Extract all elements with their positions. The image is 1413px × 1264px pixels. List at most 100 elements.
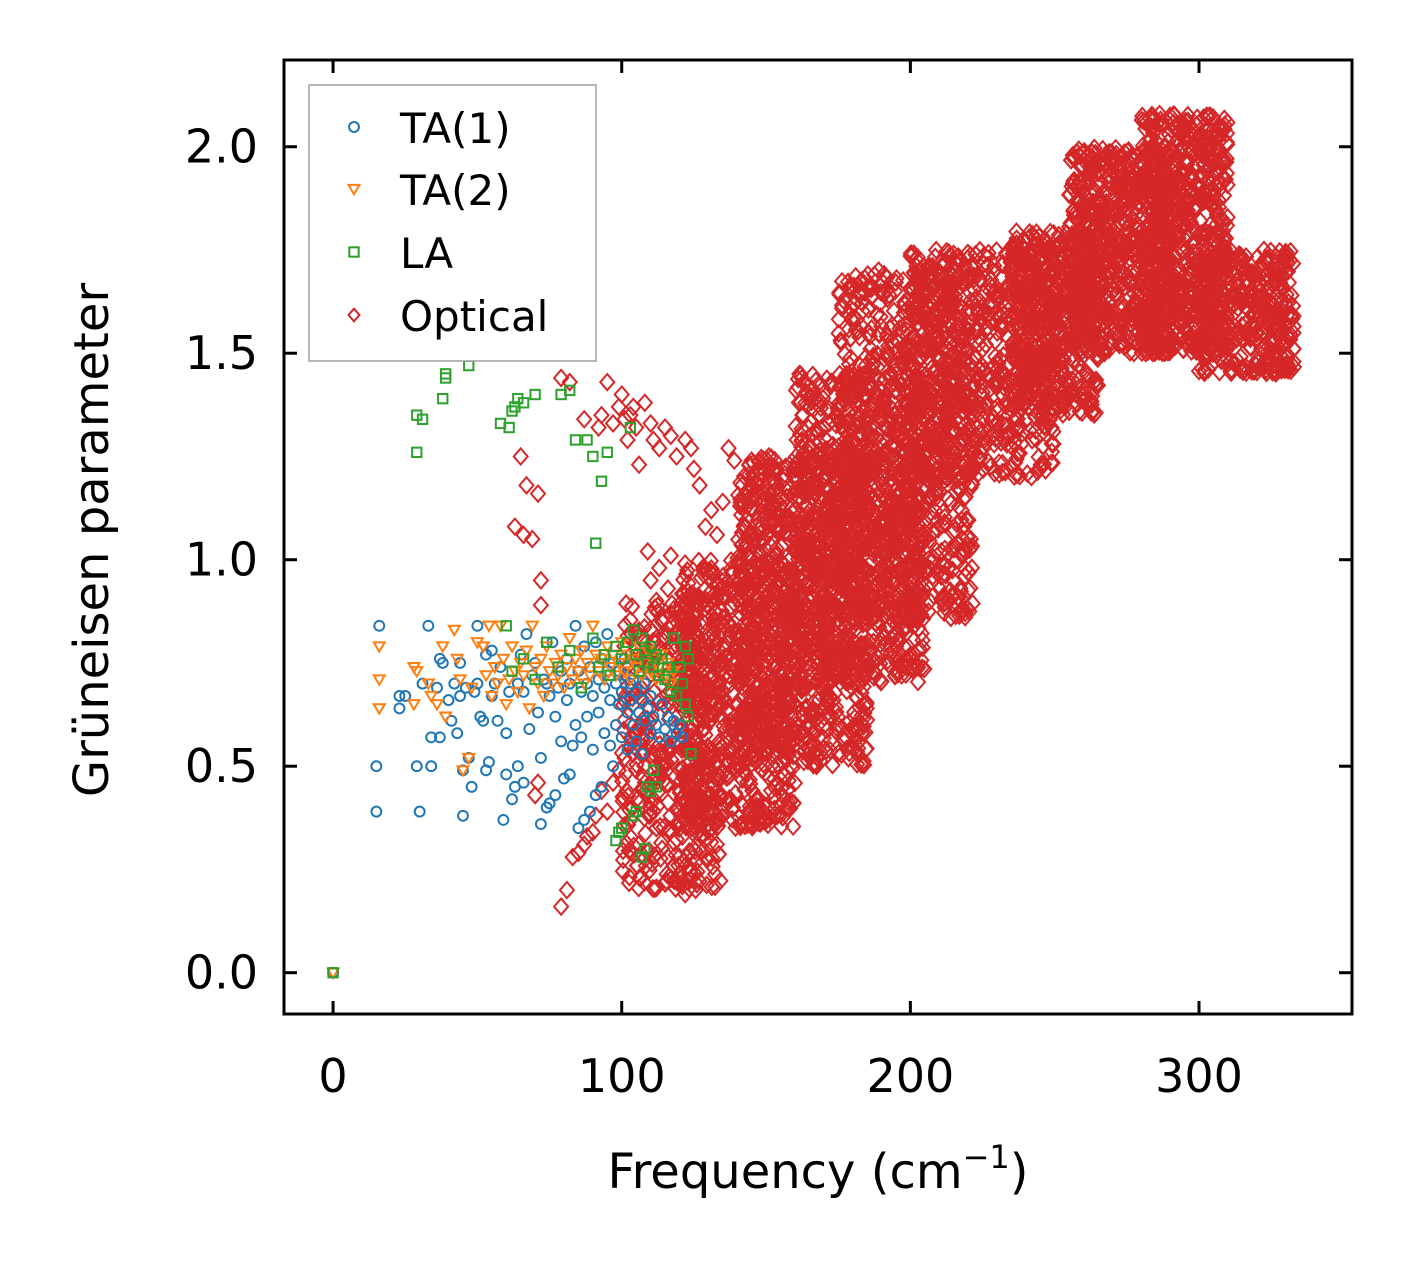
data-point (750, 542, 768, 562)
data-point (766, 778, 784, 798)
data-point (645, 744, 662, 764)
data-point (741, 770, 758, 790)
data-point (730, 578, 748, 598)
data-point (825, 621, 843, 641)
data-point (746, 803, 764, 823)
data-point (811, 441, 829, 461)
data-point (804, 708, 822, 728)
data-point (616, 615, 634, 635)
data-point (872, 672, 890, 692)
data-point (750, 571, 767, 591)
data-point (715, 716, 732, 736)
data-point (679, 686, 697, 706)
data-point (689, 689, 707, 709)
data-point (908, 657, 925, 677)
data-point (777, 677, 795, 698)
data-point (778, 797, 795, 817)
data-point (658, 753, 676, 773)
data-point (825, 604, 843, 624)
data-point (791, 579, 809, 599)
data-point (751, 650, 768, 670)
data-point (893, 665, 910, 685)
data-point (841, 599, 859, 619)
data-point (742, 686, 759, 706)
data-point (784, 816, 802, 837)
data-point (779, 762, 797, 782)
data-point (793, 516, 810, 536)
data-point (782, 791, 799, 811)
data-point (781, 798, 799, 818)
data-point (753, 737, 770, 757)
data-point (807, 454, 824, 474)
data-point (781, 692, 799, 712)
data-point (763, 448, 780, 468)
data-point (709, 810, 727, 830)
data-point (805, 385, 822, 406)
data-point (750, 608, 768, 629)
data-point (814, 388, 832, 408)
data-point (686, 810, 704, 830)
data-point (804, 703, 821, 723)
data-point (763, 568, 780, 589)
data-point (719, 634, 736, 654)
data-point (761, 465, 778, 485)
data-point (786, 773, 804, 793)
data-point (720, 724, 738, 744)
data-point (749, 573, 767, 593)
data-point (716, 607, 734, 628)
data-point (736, 585, 754, 605)
data-point (746, 632, 764, 652)
data-point (706, 877, 724, 897)
data-point (770, 505, 788, 525)
data-point (905, 652, 923, 672)
data-point (660, 737, 677, 757)
data-point (769, 731, 787, 751)
data-point (881, 365, 899, 385)
data-point (760, 643, 778, 663)
data-point (831, 532, 849, 552)
data-point (614, 850, 632, 870)
data-point (701, 711, 719, 732)
data-point (775, 765, 792, 786)
data-point (827, 666, 845, 687)
data-point (856, 357, 873, 377)
data-point (763, 755, 781, 775)
data-point (855, 645, 873, 666)
data-point (687, 644, 705, 664)
data-point (621, 714, 639, 734)
data-point (777, 507, 795, 527)
data-point (679, 695, 696, 715)
data-point (623, 597, 641, 617)
data-point (791, 545, 808, 565)
data-point (716, 635, 733, 655)
data-point (619, 815, 637, 835)
data-point (791, 449, 809, 469)
data-point (757, 625, 775, 645)
data-point (788, 430, 806, 450)
data-point (828, 596, 846, 616)
data-point (716, 692, 734, 713)
data-point (744, 681, 762, 702)
data-point (787, 574, 805, 594)
data-point (818, 643, 835, 663)
data-point (630, 793, 648, 813)
data-point (791, 586, 809, 606)
data-point (750, 737, 768, 757)
data-point (858, 656, 875, 676)
data-point (703, 877, 721, 897)
data-point (766, 471, 784, 491)
data-point (805, 735, 823, 755)
data-point (856, 635, 873, 655)
data-point (765, 745, 783, 765)
data-point (657, 761, 675, 781)
data-point (817, 740, 835, 760)
data-point (772, 696, 790, 716)
data-point (800, 605, 818, 625)
data-point (772, 794, 789, 815)
data-point (800, 534, 818, 554)
data-point (898, 622, 916, 643)
data-point (793, 677, 811, 697)
data-point (684, 584, 701, 604)
data-point (797, 639, 815, 659)
data-point (697, 679, 715, 699)
